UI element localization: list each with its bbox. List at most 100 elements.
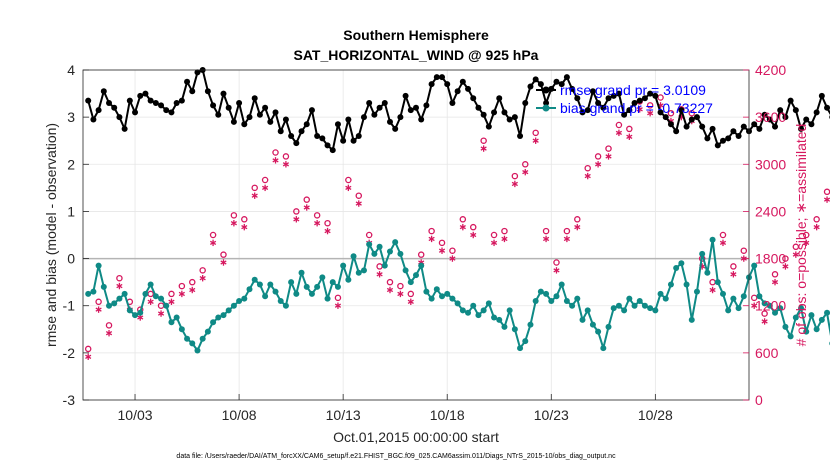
obs-assimilated-marker [751, 302, 758, 309]
obs-possible-marker [511, 172, 519, 180]
bias-point [407, 279, 414, 286]
x-tick-label: 10/13 [326, 407, 361, 423]
rmse-point [85, 97, 92, 104]
obs-assimilated-marker [85, 353, 92, 360]
bias-point [225, 307, 232, 314]
obs-possible-marker [313, 212, 321, 219]
rmse-point [225, 104, 232, 111]
asterisk-stroke [584, 173, 591, 179]
asterisk-stroke [542, 236, 550, 242]
bias-point [85, 290, 92, 297]
obs-possible-marker [553, 259, 560, 266]
obs-assimilated-marker [272, 157, 279, 164]
rmse-point [210, 102, 217, 109]
bias-point [210, 319, 217, 326]
rmse-point [465, 85, 472, 92]
chart-title: Southern Hemisphere [343, 27, 489, 43]
bias-point [641, 302, 648, 309]
bias-point [740, 293, 747, 300]
rmse-point [798, 125, 805, 132]
asterisk-stroke [230, 221, 237, 226]
obs-possible-marker [282, 153, 290, 160]
bias-point [761, 300, 768, 307]
obs-possible-marker [397, 282, 404, 290]
bias-point [756, 293, 763, 300]
rmse-point [511, 114, 518, 121]
bias-point [491, 314, 498, 321]
bias-point [251, 276, 258, 283]
rmse-point [329, 147, 336, 154]
obs-assimilated-marker [178, 290, 185, 298]
right-tick-label: 4200 [755, 62, 786, 78]
bias-point [329, 279, 336, 286]
rmse-point [288, 133, 295, 139]
bias-point [230, 302, 237, 309]
bias-point [782, 323, 789, 330]
rmse-point [236, 100, 243, 106]
rmse-point [194, 69, 201, 76]
asterisk-stroke [522, 169, 529, 175]
rmse-point [386, 118, 393, 125]
bias-point [662, 295, 669, 302]
obs-assimilated-marker [449, 255, 456, 262]
rmse-point [142, 90, 149, 97]
bias-point [334, 283, 341, 290]
asterisk-stroke [595, 162, 602, 167]
obs-assimilated-marker [251, 192, 258, 199]
asterisk-stroke [782, 264, 789, 269]
bias-point [626, 295, 633, 302]
obs-assimilated-marker [459, 223, 466, 231]
rmse-point [95, 107, 102, 114]
asterisk-stroke [168, 299, 175, 304]
obs-possible-marker [365, 231, 373, 239]
left-y-axis: -3 -2 -1 0 1 2 3 4 [63, 62, 89, 408]
bias-point [709, 236, 716, 243]
bias-point [470, 302, 477, 309]
rmse-point [553, 78, 560, 85]
bias-point [652, 307, 659, 314]
bias-point [433, 286, 440, 293]
rmse-point [324, 142, 331, 149]
rmse-point [631, 100, 638, 106]
rmse-point [719, 137, 726, 144]
rmse-point [152, 100, 159, 106]
rmse-point [189, 88, 196, 95]
rmse-point [215, 111, 222, 118]
bias-point [563, 298, 570, 304]
left-tick-label: 4 [67, 62, 75, 78]
left-tick-label: 0 [67, 251, 75, 267]
bias-point [631, 302, 638, 309]
bias-point [475, 312, 482, 319]
rmse-point [688, 116, 695, 123]
bias-point [132, 312, 139, 319]
left-tick-label: -2 [63, 345, 76, 361]
rmse-point [667, 121, 674, 128]
bias-point [262, 293, 269, 300]
obs-assimilated-marker [189, 286, 196, 294]
obs-assimilated-marker [168, 298, 175, 305]
legend: rmse grand pr = 3.0109 bias grand pr = -… [536, 82, 713, 116]
bias-point [215, 314, 222, 321]
bias-point [553, 293, 560, 300]
rmse-point [282, 116, 289, 123]
obs-assimilated-marker [230, 220, 237, 227]
bias-point [751, 262, 758, 269]
obs-possible-marker [605, 145, 612, 152]
obs-possible-marker [761, 310, 768, 317]
rmse-point [818, 92, 825, 99]
rmse-point [480, 111, 487, 118]
obs-assimilated-marker [397, 290, 404, 298]
rmse-point [751, 121, 758, 128]
obs-assimilated-marker [376, 271, 383, 278]
bias-point [392, 239, 399, 246]
bias-point [116, 295, 123, 302]
rmse-point [293, 140, 300, 147]
rmse-series [85, 67, 830, 154]
rmse-point [355, 133, 362, 139]
bias-point [673, 265, 680, 271]
bias-point [730, 295, 737, 302]
bias-point [173, 314, 180, 321]
obs-assimilated-marker [282, 161, 290, 168]
rmse-point [766, 116, 773, 123]
bias-point [147, 281, 154, 288]
